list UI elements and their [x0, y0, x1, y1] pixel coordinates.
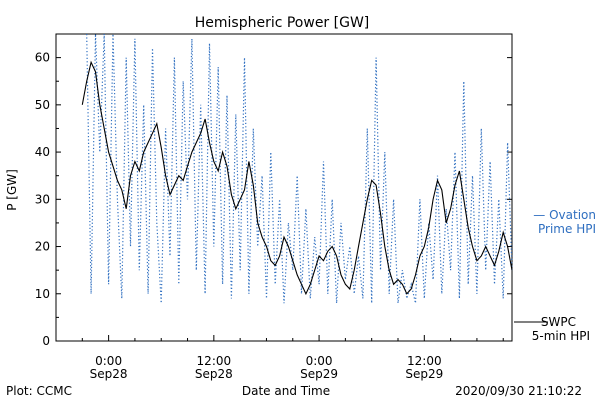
series-swpc-5min-hpi [81, 60, 513, 296]
x-tick-date: Sep29 [405, 367, 443, 381]
legend-swpc-line1: SWPC [541, 315, 576, 329]
y-tick-label: 60 [35, 51, 50, 65]
legend: — Ovation Prime HPI SWPC 5-min HPI [514, 208, 596, 343]
legend-swpc-line2: 5-min HPI [532, 329, 590, 343]
plot-frame [55, 33, 513, 342]
y-tick-label: 40 [35, 145, 50, 159]
legend-ovation-line1: — Ovation [533, 208, 596, 222]
x-tick-time: 12:00 [197, 354, 232, 368]
x-tick-date: Sep29 [300, 367, 338, 381]
y-tick-label: 50 [35, 98, 50, 112]
footer-right: 2020/09/30 21:10:22 [455, 384, 582, 398]
legend-ovation-line2: Prime HPI [538, 222, 596, 236]
x-tick-date: Sep28 [90, 367, 128, 381]
x-tick-date: Sep28 [195, 367, 233, 381]
footer-left: Plot: CCMC [6, 384, 72, 398]
y-tick-label: 30 [35, 192, 50, 206]
x-axis-label: Date and Time [242, 384, 330, 398]
series-ovation-prime-hpi [86, 33, 513, 304]
series-layer [81, 33, 513, 304]
x-tick-time: 0:00 [95, 354, 122, 368]
y-axis: 0 10 20 30 40 50 60 [35, 51, 512, 348]
x-tick-time: 0:00 [306, 354, 333, 368]
x-tick-time: 12:00 [407, 354, 442, 368]
y-tick-label: 10 [35, 287, 50, 301]
y-tick-label: 0 [42, 334, 50, 348]
y-axis-label: P [GW] [5, 169, 19, 211]
y-tick-label: 20 [35, 240, 50, 254]
chart-title: Hemispheric Power [GW] [195, 15, 370, 31]
plot-area [55, 33, 513, 342]
